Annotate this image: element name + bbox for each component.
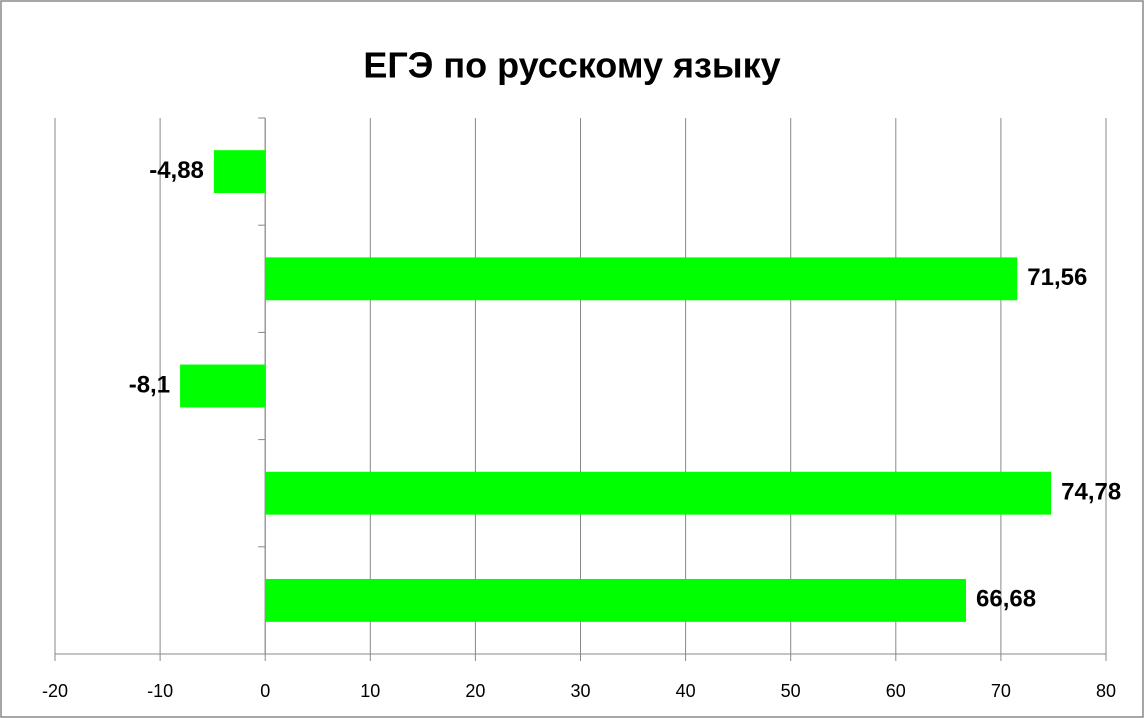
data-label: 66,68 bbox=[976, 586, 1036, 613]
x-tick-label: -10 bbox=[147, 681, 173, 701]
data-label: -4,88 bbox=[149, 157, 204, 184]
bar bbox=[265, 257, 1018, 301]
x-tick-label: 10 bbox=[360, 681, 380, 701]
data-label: 74,78 bbox=[1061, 479, 1121, 506]
data-label: 71,56 bbox=[1027, 264, 1087, 291]
x-tick-label: 0 bbox=[260, 681, 270, 701]
bar bbox=[180, 364, 266, 408]
x-tick-label: 50 bbox=[781, 681, 801, 701]
x-tick-label: 80 bbox=[1096, 681, 1116, 701]
x-tick-label: 70 bbox=[991, 681, 1011, 701]
x-tick-label: 60 bbox=[886, 681, 906, 701]
bar bbox=[265, 471, 1052, 515]
bar bbox=[265, 578, 967, 622]
x-tick-label: 30 bbox=[570, 681, 590, 701]
chart-title: ЕГЭ по русскому языку bbox=[363, 45, 780, 86]
x-tick-label: 20 bbox=[465, 681, 485, 701]
x-tick-label: -20 bbox=[42, 681, 68, 701]
data-label: -8,1 bbox=[129, 371, 170, 398]
bar bbox=[213, 150, 266, 194]
x-tick-label: 40 bbox=[676, 681, 696, 701]
